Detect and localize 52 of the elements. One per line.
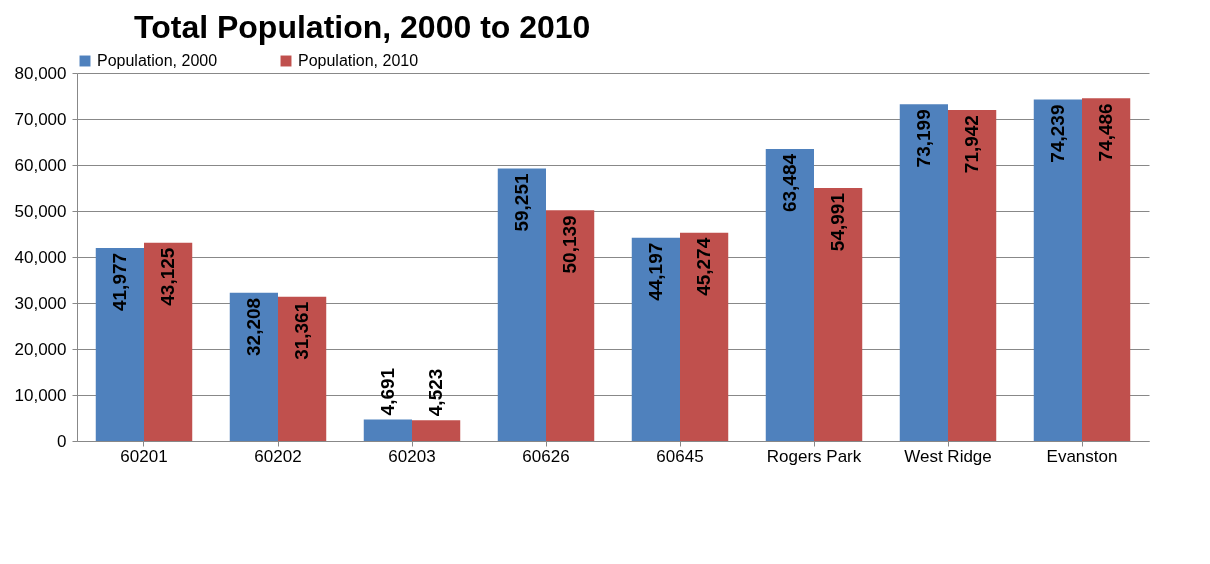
bar xyxy=(95,247,144,441)
data-label: 4,523 xyxy=(425,368,447,417)
bar xyxy=(412,420,461,441)
y-tick-label: 40,000 xyxy=(14,247,67,267)
x-tick-label: 60626 xyxy=(522,446,570,466)
data-label: 74,486 xyxy=(1095,103,1117,162)
bar xyxy=(144,242,193,441)
legend-label: Population, 2000 xyxy=(97,52,218,69)
x-tick-label: 60202 xyxy=(254,446,302,466)
y-tick-label: 20,000 xyxy=(14,339,67,359)
legend-label: Population, 2010 xyxy=(298,52,419,69)
x-tick-label: Evanston xyxy=(1046,446,1118,466)
bar xyxy=(363,419,412,441)
x-tick-label: West Ridge xyxy=(904,446,992,466)
x-tick-label: 60203 xyxy=(388,446,436,466)
data-label: 45,274 xyxy=(693,237,715,296)
bar xyxy=(497,168,546,441)
data-label: 4,691 xyxy=(376,367,398,416)
x-tick-label: Rogers Park xyxy=(766,446,862,466)
bar xyxy=(814,188,863,441)
data-label: 41,977 xyxy=(108,252,130,312)
bar xyxy=(765,148,814,441)
y-tick-label: 50,000 xyxy=(14,201,67,221)
chart-title: Total Population, 2000 to 2010 xyxy=(134,9,591,45)
x-tick-label: 60201 xyxy=(120,446,168,466)
data-label: 74,239 xyxy=(1046,104,1068,163)
y-tick-label: 0 xyxy=(57,431,67,451)
bar xyxy=(1033,99,1082,441)
y-tick-label: 30,000 xyxy=(14,293,67,313)
data-label: 59,251 xyxy=(510,173,532,232)
data-label: 31,361 xyxy=(291,301,313,360)
data-label: 43,125 xyxy=(157,247,179,306)
bar xyxy=(229,292,278,441)
y-tick-label: 10,000 xyxy=(14,385,67,405)
y-tick-label: 70,000 xyxy=(14,109,67,129)
bar xyxy=(1082,98,1131,441)
data-label: 63,484 xyxy=(778,153,800,213)
y-tick-label: 60,000 xyxy=(14,155,67,175)
bar xyxy=(680,232,729,441)
bar xyxy=(278,296,327,441)
data-label: 71,942 xyxy=(961,115,983,174)
x-tick-label: 60645 xyxy=(656,446,704,466)
data-label: 54,991 xyxy=(827,192,849,252)
y-tick-label: 80,000 xyxy=(14,63,67,83)
bar xyxy=(948,110,997,441)
data-label: 50,139 xyxy=(559,215,581,274)
data-label: 32,208 xyxy=(242,297,264,356)
data-label: 73,199 xyxy=(912,109,934,168)
bar xyxy=(899,104,948,441)
bar xyxy=(631,237,680,441)
bar xyxy=(546,210,595,441)
data-label: 44,197 xyxy=(644,242,666,301)
